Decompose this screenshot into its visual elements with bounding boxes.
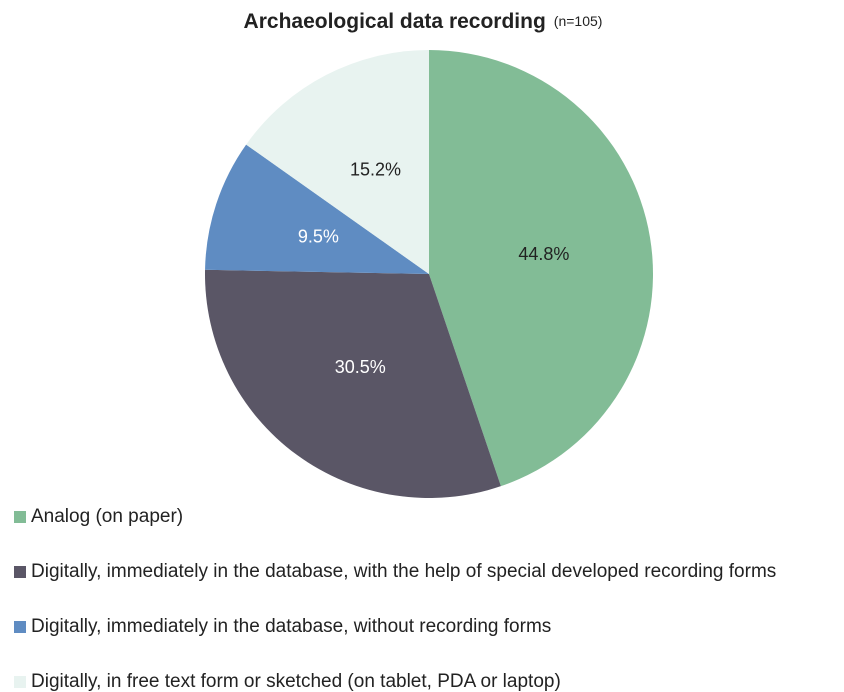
pie-slice [429, 50, 653, 487]
legend-label: Analog (on paper) [31, 506, 183, 527]
legend-swatch [14, 676, 26, 688]
pie-slice [246, 50, 429, 274]
pie-slice [204, 269, 501, 499]
data-label: 44.8% [518, 244, 569, 264]
legend-label: Digitally, immediately in the database, … [31, 561, 776, 582]
chart-subtitle: (n=105) [554, 13, 603, 29]
legend-swatch [14, 566, 26, 578]
data-label: 15.2% [350, 159, 401, 179]
chart-title: Archaeological data recording [244, 10, 546, 33]
legend-label: Digitally, in free text form or sketched… [31, 671, 561, 692]
chart-title-line: Archaeological data recording (n=105) [244, 10, 603, 33]
pie-slice [205, 144, 429, 274]
data-label: 9.5% [298, 226, 339, 246]
legend-swatch [14, 511, 26, 523]
legend-swatch [14, 621, 26, 633]
data-label: 30.5% [335, 357, 386, 377]
legend-label: Digitally, immediately in the database, … [31, 616, 551, 637]
